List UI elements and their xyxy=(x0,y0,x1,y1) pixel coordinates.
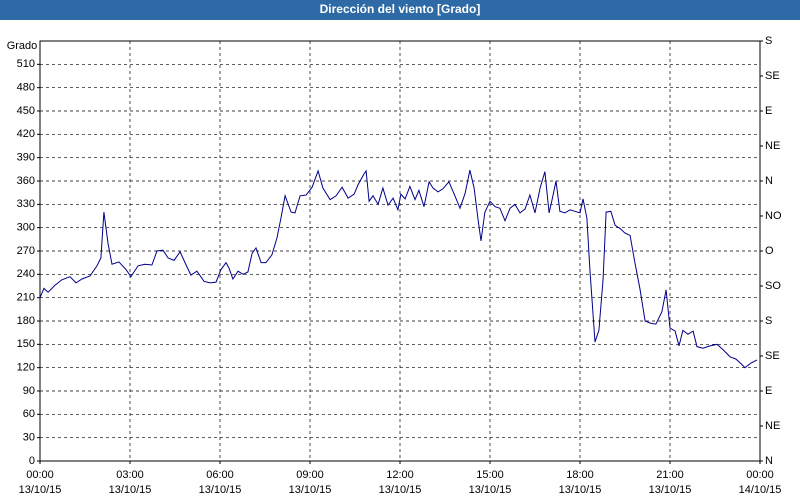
x-tick-date: 13/10/15 xyxy=(109,484,152,496)
chart-title: Dirección del viento [Grado] xyxy=(320,2,481,16)
x-tick-date: 13/10/15 xyxy=(649,484,692,496)
y2-tick-label: E xyxy=(765,105,772,117)
x-tick-date: 13/10/15 xyxy=(289,484,332,496)
x-tick-date: 13/10/15 xyxy=(469,484,512,496)
x-tick-date: 13/10/15 xyxy=(19,484,62,496)
y-tick-label: 240 xyxy=(17,268,35,280)
y-tick-label: 150 xyxy=(17,338,35,350)
y2-tick-label: E xyxy=(765,385,772,397)
y-tick-label: 0 xyxy=(29,455,35,467)
x-tick-label: 09:00 xyxy=(296,469,324,481)
y-tick-label: 450 xyxy=(17,105,35,117)
y-tick-label: 300 xyxy=(17,222,35,234)
y-tick-label: 210 xyxy=(17,292,35,304)
y2-tick-label: N xyxy=(765,175,773,187)
y2-tick-label: O xyxy=(765,245,774,257)
title-bar xyxy=(0,0,800,20)
x-tick-date: 13/10/15 xyxy=(379,484,422,496)
y-tick-label: 390 xyxy=(17,152,35,164)
y-tick-label: 120 xyxy=(17,362,35,374)
y-tick-label: 510 xyxy=(17,58,35,70)
x-tick-label: 00:00 xyxy=(26,469,54,481)
y-tick-label: 420 xyxy=(17,128,35,140)
x-tick-label: 21:00 xyxy=(656,469,684,481)
y2-tick-label: NE xyxy=(765,140,780,152)
y-tick-label: 270 xyxy=(17,245,35,257)
x-tick-label: 03:00 xyxy=(116,469,144,481)
y2-tick-label: NE xyxy=(765,420,780,432)
x-tick-label: 18:00 xyxy=(566,469,594,481)
y-tick-label: 360 xyxy=(17,175,35,187)
y2-tick-label: S xyxy=(765,35,772,47)
y2-tick-label: NO xyxy=(765,210,782,222)
y-tick-label: 30 xyxy=(23,432,35,444)
y-tick-label: 60 xyxy=(23,408,35,420)
y2-tick-label: SO xyxy=(765,280,781,292)
x-tick-label: 15:00 xyxy=(476,469,504,481)
y-tick-label: 90 xyxy=(23,385,35,397)
y2-tick-label: N xyxy=(765,455,773,467)
y-axis-label: Grado xyxy=(7,40,38,52)
y2-tick-label: S xyxy=(765,315,772,327)
x-tick-label: 00:00 xyxy=(746,469,774,481)
x-tick-label: 06:00 xyxy=(206,469,234,481)
y-tick-label: 330 xyxy=(17,198,35,210)
y2-tick-label: SE xyxy=(765,350,780,362)
x-tick-label: 12:00 xyxy=(386,469,414,481)
x-tick-date: 14/10/15 xyxy=(739,484,782,496)
y-tick-label: 180 xyxy=(17,315,35,327)
x-tick-date: 13/10/15 xyxy=(199,484,242,496)
y2-tick-label: SE xyxy=(765,70,780,82)
y-tick-label: 480 xyxy=(17,82,35,94)
x-tick-date: 13/10/15 xyxy=(559,484,602,496)
data-line xyxy=(39,169,758,369)
